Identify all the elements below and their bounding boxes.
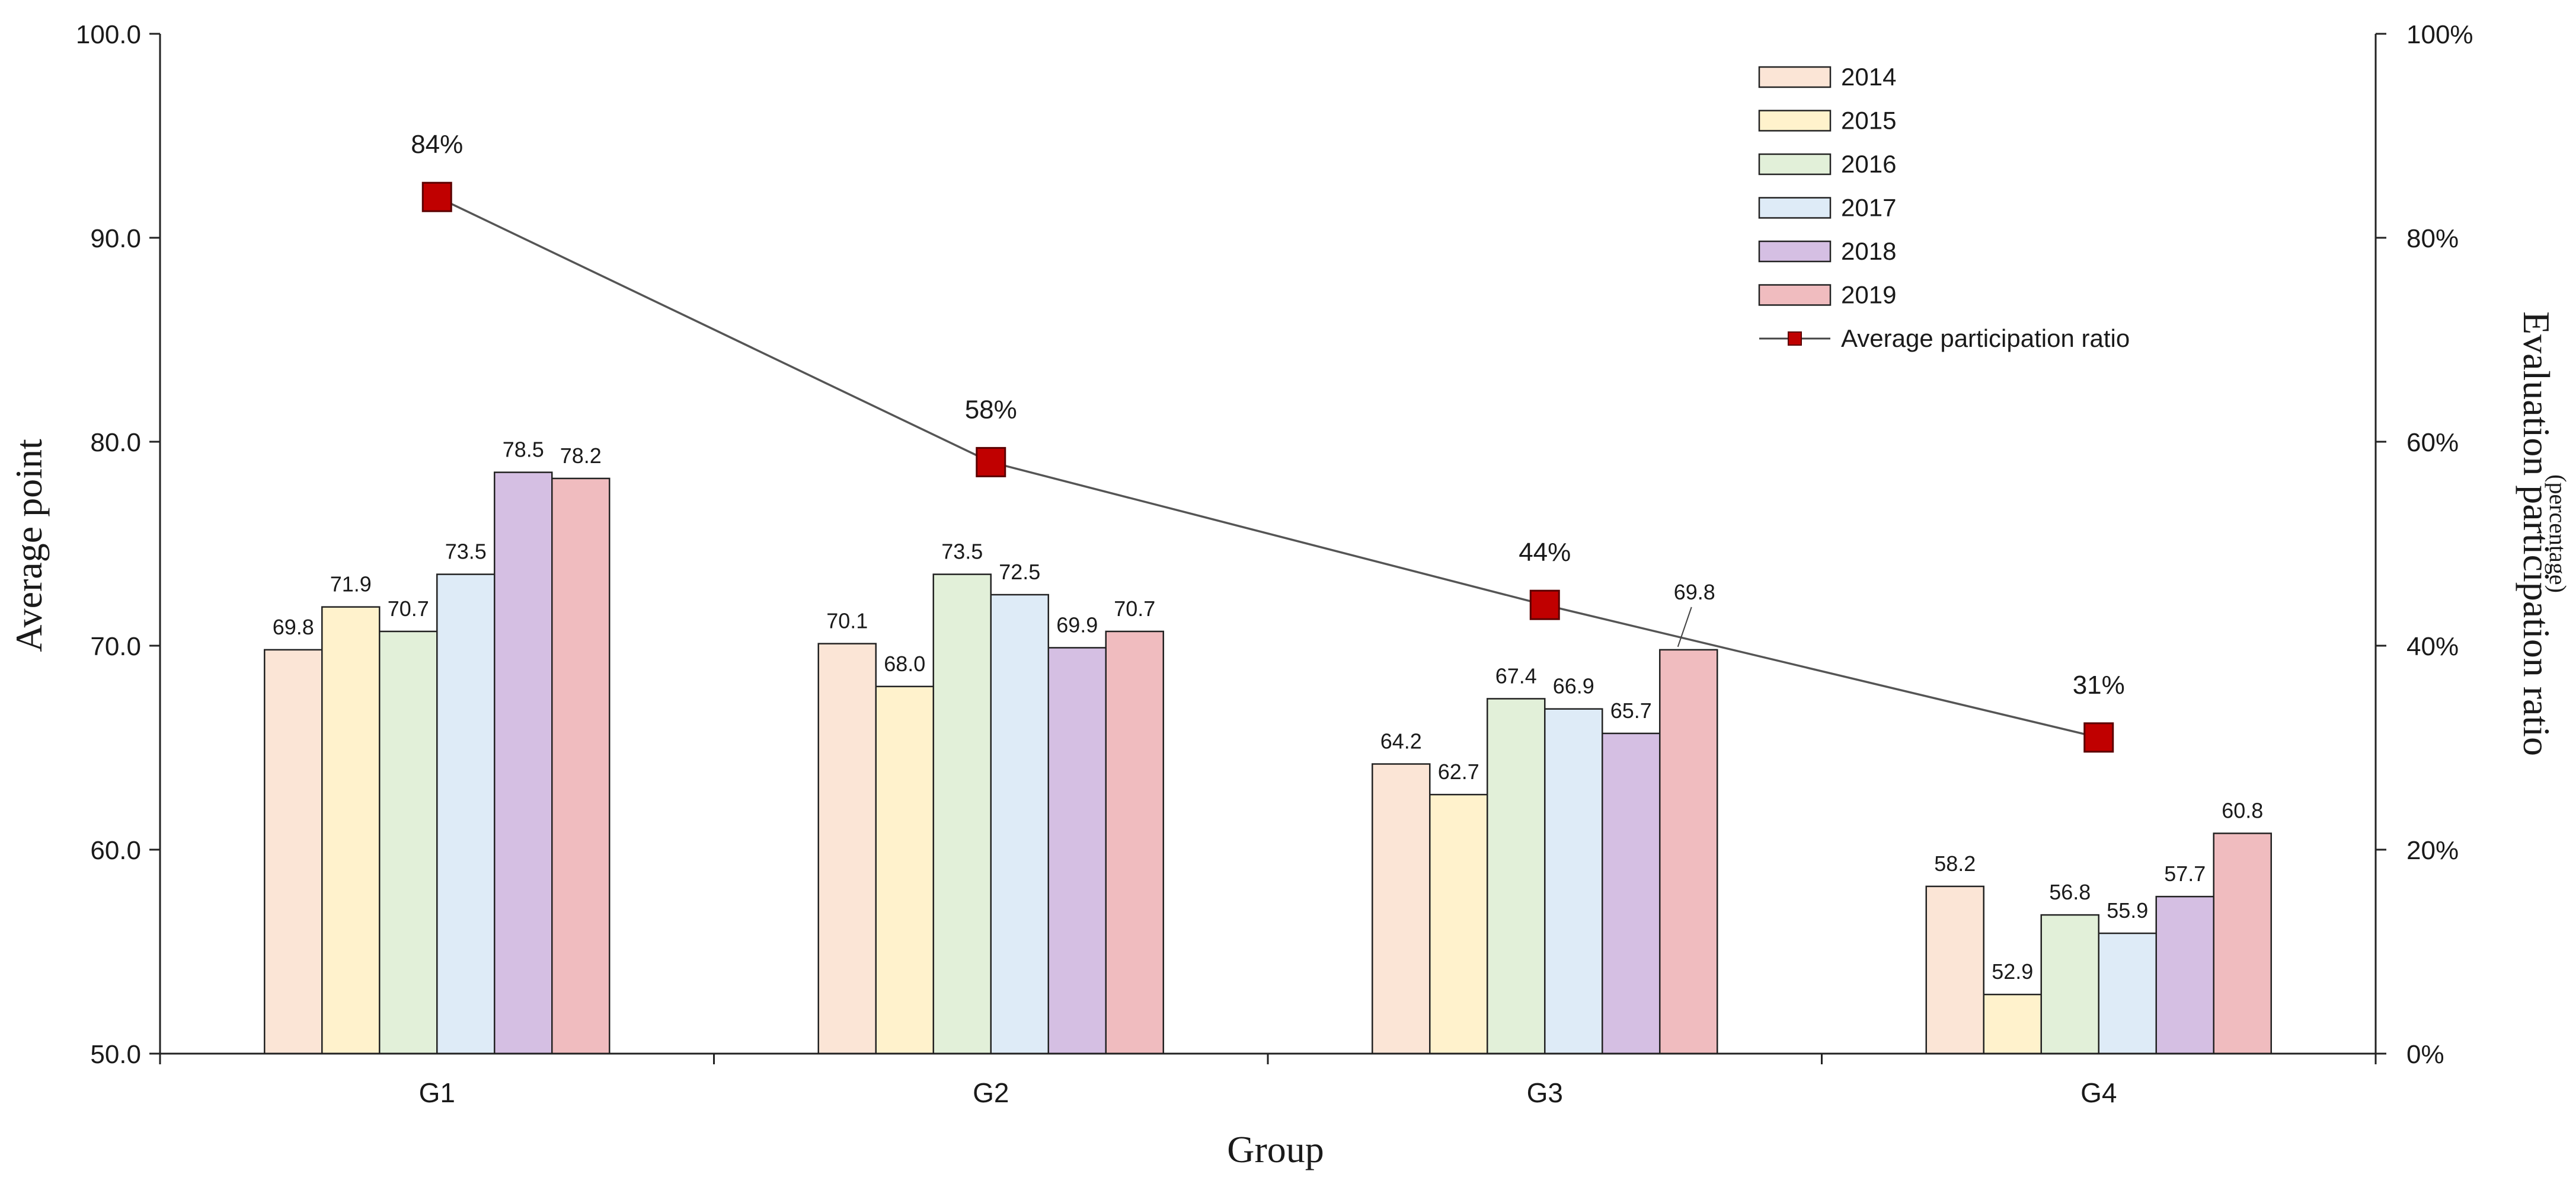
bar-2014-G2 bbox=[817, 643, 877, 1055]
bar-2019-G2 bbox=[1105, 630, 1164, 1055]
legend-label-2015: 2015 bbox=[1841, 107, 1896, 135]
legend-label-2019: 2019 bbox=[1841, 281, 1896, 309]
bar-label-2018-G4: 57.7 bbox=[2164, 862, 2206, 886]
legend-label-2018: 2018 bbox=[1841, 237, 1896, 265]
bar-label-2019-G1: 78.2 bbox=[560, 444, 602, 468]
bar-label-2019-G4: 60.8 bbox=[2222, 798, 2263, 822]
bar-label-2019-G3: 69.8 bbox=[1674, 580, 1715, 604]
y-right-tick-label: 100% bbox=[2406, 20, 2473, 49]
bar-label-2015-G2: 68.0 bbox=[884, 652, 925, 676]
legend-swatch-2018 bbox=[1758, 240, 1832, 263]
participation-ratio-label-G4: 31% bbox=[2073, 671, 2125, 700]
bar-label-2014-G4: 58.2 bbox=[1934, 851, 1976, 876]
bar-2018-G1 bbox=[494, 471, 553, 1055]
bar-label-leader-line bbox=[1677, 607, 1692, 647]
bar-label-2017-G3: 66.9 bbox=[1553, 674, 1594, 698]
bar-2016-G3 bbox=[1487, 698, 1546, 1055]
bar-2014-G1 bbox=[264, 649, 323, 1055]
legend-label-2016: 2016 bbox=[1841, 150, 1896, 178]
bar-label-2014-G3: 64.2 bbox=[1380, 729, 1422, 754]
bar-label-2017-G4: 55.9 bbox=[2107, 898, 2148, 923]
bar-label-2017-G1: 73.5 bbox=[445, 540, 487, 564]
bar-2016-G1 bbox=[379, 630, 438, 1055]
y-right-tick-label: 0% bbox=[2406, 1040, 2444, 1069]
participation-ratio-label-G3: 44% bbox=[1519, 538, 1571, 567]
legend-swatch-2014 bbox=[1758, 66, 1832, 88]
participation-ratio-line bbox=[436, 196, 2099, 739]
y-left-tick-label: 70.0 bbox=[90, 632, 141, 661]
bar-2014-G3 bbox=[1372, 763, 1431, 1055]
legend-swatch-2015 bbox=[1758, 110, 1832, 132]
bar-label-2018-G3: 65.7 bbox=[1610, 698, 1652, 723]
bar-label-2014-G2: 70.1 bbox=[826, 609, 868, 633]
x-tick-label-G4: G4 bbox=[2080, 1077, 2117, 1108]
x-tick-label-G1: G1 bbox=[419, 1077, 455, 1108]
y-left-tick-label: 50.0 bbox=[90, 1040, 141, 1069]
legend-label-participation-ratio: Average participation ratio bbox=[1841, 324, 2130, 352]
bar-label-2019-G2: 70.7 bbox=[1114, 596, 1155, 621]
participation-ratio-marker-G4 bbox=[2083, 722, 2114, 753]
y-right-axis-title: Evaluation participation ratio bbox=[2516, 311, 2558, 756]
bar-2018-G4 bbox=[2155, 895, 2214, 1055]
participation-ratio-marker-G2 bbox=[976, 446, 1006, 477]
axes-group: 50.0 60.0 70.0 80.0 90.0 100.0 0% 20% 40% 60% 80% 1… bbox=[76, 20, 2473, 1108]
y-left-tick-label: 80.0 bbox=[90, 428, 141, 457]
y-left-axis-title: Average point bbox=[8, 439, 50, 652]
bar-label-2015-G3: 62.7 bbox=[1438, 760, 1479, 784]
bar-label-2014-G1: 69.8 bbox=[273, 615, 314, 639]
bar-label-2018-G1: 78.5 bbox=[503, 438, 544, 462]
y-right-tick-label: 80% bbox=[2406, 224, 2459, 253]
bar-label-2018-G2: 69.9 bbox=[1056, 612, 1098, 637]
bar-label-2016-G4: 56.8 bbox=[2049, 880, 2091, 904]
bar-2019-G4 bbox=[2213, 832, 2272, 1055]
bar-2015-G4 bbox=[1983, 993, 2042, 1055]
legend-marker-swatch bbox=[1788, 331, 1802, 346]
y-right-tick-label: 60% bbox=[2406, 428, 2459, 457]
bar-2016-G4 bbox=[2040, 914, 2099, 1055]
bar-2017-G2 bbox=[990, 594, 1049, 1055]
bar-label-2016-G3: 67.4 bbox=[1495, 663, 1537, 688]
x-tick-label-G3: G3 bbox=[1527, 1077, 1563, 1108]
y-left-tick-label: 90.0 bbox=[90, 224, 141, 253]
y-right-tick-label: 20% bbox=[2406, 836, 2459, 865]
y-left-tick-label: 60.0 bbox=[90, 836, 141, 865]
bar-series-group bbox=[264, 471, 2272, 1055]
bar-2018-G3 bbox=[1602, 732, 1661, 1055]
legend-swatch-2016 bbox=[1758, 153, 1832, 176]
participation-ratio-marker-G1 bbox=[421, 181, 452, 212]
bar-2015-G2 bbox=[875, 685, 934, 1055]
legend-label-2014: 2014 bbox=[1841, 63, 1896, 91]
legend-swatch-2019 bbox=[1758, 284, 1832, 306]
participation-ratio-marker-G3 bbox=[1529, 589, 1560, 620]
bar-label-2015-G4: 52.9 bbox=[1992, 959, 2033, 984]
bar-label-2017-G2: 72.5 bbox=[999, 560, 1040, 584]
line-series-group bbox=[421, 181, 2114, 753]
bar-2019-G1 bbox=[551, 477, 611, 1055]
bar-2017-G1 bbox=[436, 573, 496, 1055]
bar-2019-G3 bbox=[1659, 649, 1718, 1055]
x-axis-title: Group bbox=[1227, 1128, 1324, 1170]
participation-ratio-label-G2: 58% bbox=[965, 395, 1017, 424]
bar-2015-G3 bbox=[1429, 793, 1488, 1055]
y-right-axis-subtitle: (percentage) bbox=[2545, 474, 2571, 593]
bar-2016-G2 bbox=[932, 573, 992, 1055]
bar-2017-G3 bbox=[1544, 708, 1603, 1055]
y-right-tick-label: 40% bbox=[2406, 632, 2459, 661]
x-tick-label-G2: G2 bbox=[973, 1077, 1009, 1108]
legend-label-2017: 2017 bbox=[1841, 194, 1896, 222]
bar-2015-G1 bbox=[321, 606, 381, 1055]
y-left-tick-label: 100.0 bbox=[76, 20, 141, 49]
legend-swatch-2017 bbox=[1758, 197, 1832, 219]
bar-label-2016-G1: 70.7 bbox=[388, 596, 429, 621]
participation-ratio-label-G1: 84% bbox=[411, 130, 463, 159]
bar-label-2015-G1: 71.9 bbox=[330, 572, 372, 596]
data-labels-group: 69.8 70.1 64.2 58.2 71.9 68.0 62.7 52.9 70.7 73.5… bbox=[273, 130, 2264, 984]
bar-2017-G4 bbox=[2098, 932, 2157, 1055]
legend: 2014 2015 2016 2017 2018 2019 Average particip… bbox=[1758, 63, 2130, 352]
bar-label-2016-G2: 73.5 bbox=[941, 540, 983, 564]
bar-2018-G2 bbox=[1047, 647, 1107, 1055]
bar-2014-G4 bbox=[1925, 885, 1984, 1055]
